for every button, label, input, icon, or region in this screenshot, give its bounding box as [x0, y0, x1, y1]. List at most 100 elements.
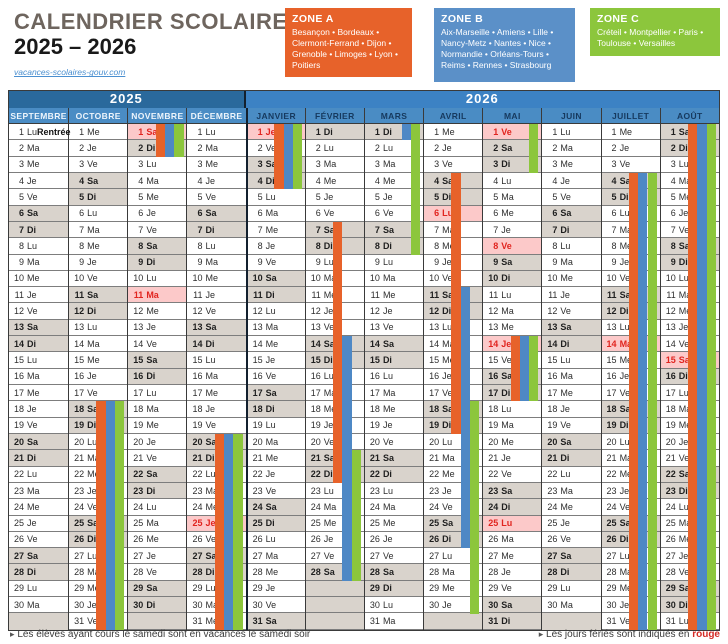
day-weekday: Ma: [501, 306, 514, 317]
day-weekday: Sa: [87, 518, 99, 529]
day-cell: 15 Lu: [542, 352, 601, 369]
title-block: CALENDRIER SCOLAIRE 2025 – 2026 vacances…: [14, 9, 288, 80]
day-cell: 11 Ma: [128, 287, 187, 304]
day-weekday: Me: [146, 306, 159, 317]
day-weekday: Di: [442, 534, 452, 545]
day-number: 12: [547, 306, 558, 317]
day-number: 4: [552, 175, 558, 186]
day-number: 29: [192, 583, 203, 594]
day-number: 17: [310, 387, 321, 398]
day-weekday: Di: [146, 257, 156, 268]
day-cell: 7 Ve: [128, 222, 187, 239]
website-link[interactable]: vacances-scolaires-gouv.com: [14, 67, 126, 78]
day-cell: 4 Me: [364, 173, 424, 190]
day-weekday: Je: [265, 469, 276, 480]
day-number: 18: [192, 403, 203, 414]
day-cell: 3 Ve: [601, 157, 660, 173]
day-number: 10: [369, 273, 380, 284]
day-weekday: Lu: [323, 142, 334, 153]
month-header: FÉVRIER: [305, 108, 364, 124]
day-weekday: Lu: [382, 142, 393, 153]
day-weekday: Di: [205, 224, 215, 235]
day-weekday: Ma: [382, 616, 396, 627]
day-number: 9: [611, 257, 617, 268]
day-weekday: Je: [27, 403, 37, 414]
day-number: 25: [547, 518, 558, 529]
day-weekday: Je: [501, 452, 511, 463]
day-number: 24: [606, 501, 617, 512]
day-weekday: Sa: [323, 338, 335, 349]
day-number: 13: [13, 322, 24, 333]
day-number: 17: [74, 387, 85, 398]
day-cell: 28 Di: [542, 564, 601, 581]
day-cell: 10 Me: [9, 271, 69, 288]
day-cell: 22 Me: [424, 467, 483, 483]
day-weekday: Sa: [146, 469, 158, 480]
day-weekday: Sa: [146, 583, 158, 594]
day-weekday: Ma: [87, 452, 100, 463]
day-number: 4: [315, 175, 321, 186]
day-cell: 18 Lu: [483, 401, 542, 418]
day-cell: 29 Lu: [542, 581, 601, 598]
day-weekday: Me: [146, 534, 159, 545]
day-weekday: Ma: [442, 338, 455, 349]
day-weekday: Me: [501, 550, 514, 561]
vacation-bar-zone-a: [333, 221, 343, 484]
day-weekday: Di: [205, 452, 215, 463]
day-cell: 19 Me: [128, 418, 187, 434]
day-number: 11: [133, 289, 144, 300]
day-weekday: Je: [27, 289, 37, 300]
day-number: 12: [429, 306, 440, 317]
day-number: 3: [552, 159, 558, 170]
day-weekday: Me: [205, 616, 218, 627]
day-weekday: Ma: [146, 175, 159, 186]
day-weekday: Me: [265, 224, 279, 235]
day-weekday: Lu: [87, 322, 98, 333]
day-cell: 13 Ve: [364, 320, 424, 337]
day-number: 14: [252, 338, 263, 349]
day-weekday: Ma: [382, 501, 396, 512]
day-number: 5: [315, 191, 321, 202]
day-weekday: Lu: [87, 550, 98, 561]
day-weekday: Lu: [146, 273, 157, 284]
month-days: 1 Di 2 Lu 3 Ma 4 Me 5 Je 6 Ve 7 Sa 8 Di 9 Lu 10 Ma 11 Me 12 Je 1…: [364, 124, 424, 630]
day-number: 14: [74, 338, 85, 349]
day-weekday: Ve: [619, 387, 631, 398]
day-number: 14: [429, 338, 440, 349]
day-number: 11: [607, 289, 617, 300]
day-weekday: Sa: [678, 240, 690, 251]
day-weekday: Di: [442, 420, 452, 431]
day-cell: 27 Ma: [247, 548, 305, 565]
day-cell: 9 Ma: [9, 255, 69, 271]
day-weekday: Me: [560, 159, 573, 170]
day-weekday: Me: [619, 469, 633, 480]
day-number: 1: [18, 126, 24, 137]
day-weekday: Sa: [382, 338, 394, 349]
day-number: 30: [74, 599, 85, 610]
day-weekday: Ve: [382, 550, 394, 561]
day-number: 5: [670, 191, 676, 202]
day-weekday: Sa: [87, 289, 99, 300]
day-number: 1: [493, 126, 499, 137]
day-cell: 2 Je: [601, 140, 660, 157]
day-weekday: Lu: [501, 403, 512, 414]
day-weekday: Je: [442, 485, 452, 496]
day-cell: 19 Ve: [542, 418, 601, 434]
day-number: 24: [252, 501, 263, 512]
day-number: 6: [138, 208, 144, 219]
day-weekday: Sa: [323, 567, 335, 578]
day-number: 25: [369, 518, 380, 529]
day-cell: 11 Di: [247, 287, 305, 304]
day-number: 20: [192, 436, 203, 447]
day-number: 22: [192, 469, 203, 480]
day-cell: 4 Me: [305, 173, 364, 190]
day-cell: 1 Me: [601, 124, 660, 141]
day-weekday: Di: [678, 257, 688, 268]
day-cell: 22 Ve: [483, 467, 542, 483]
day-weekday: Ma: [560, 599, 573, 610]
vacation-bar-zone-b: [342, 336, 352, 581]
day-weekday: Ve: [560, 420, 571, 431]
day-weekday: Lu: [87, 436, 98, 447]
day-cell: 2 Ma: [542, 140, 601, 157]
month-column-juin: JUIN 1 Lu 2 Ma 3 Me 4 Je 5 Ve 6 Sa 7 Di 8 Lu 9 Ma 10 Me 11 Je 1…: [541, 108, 601, 630]
